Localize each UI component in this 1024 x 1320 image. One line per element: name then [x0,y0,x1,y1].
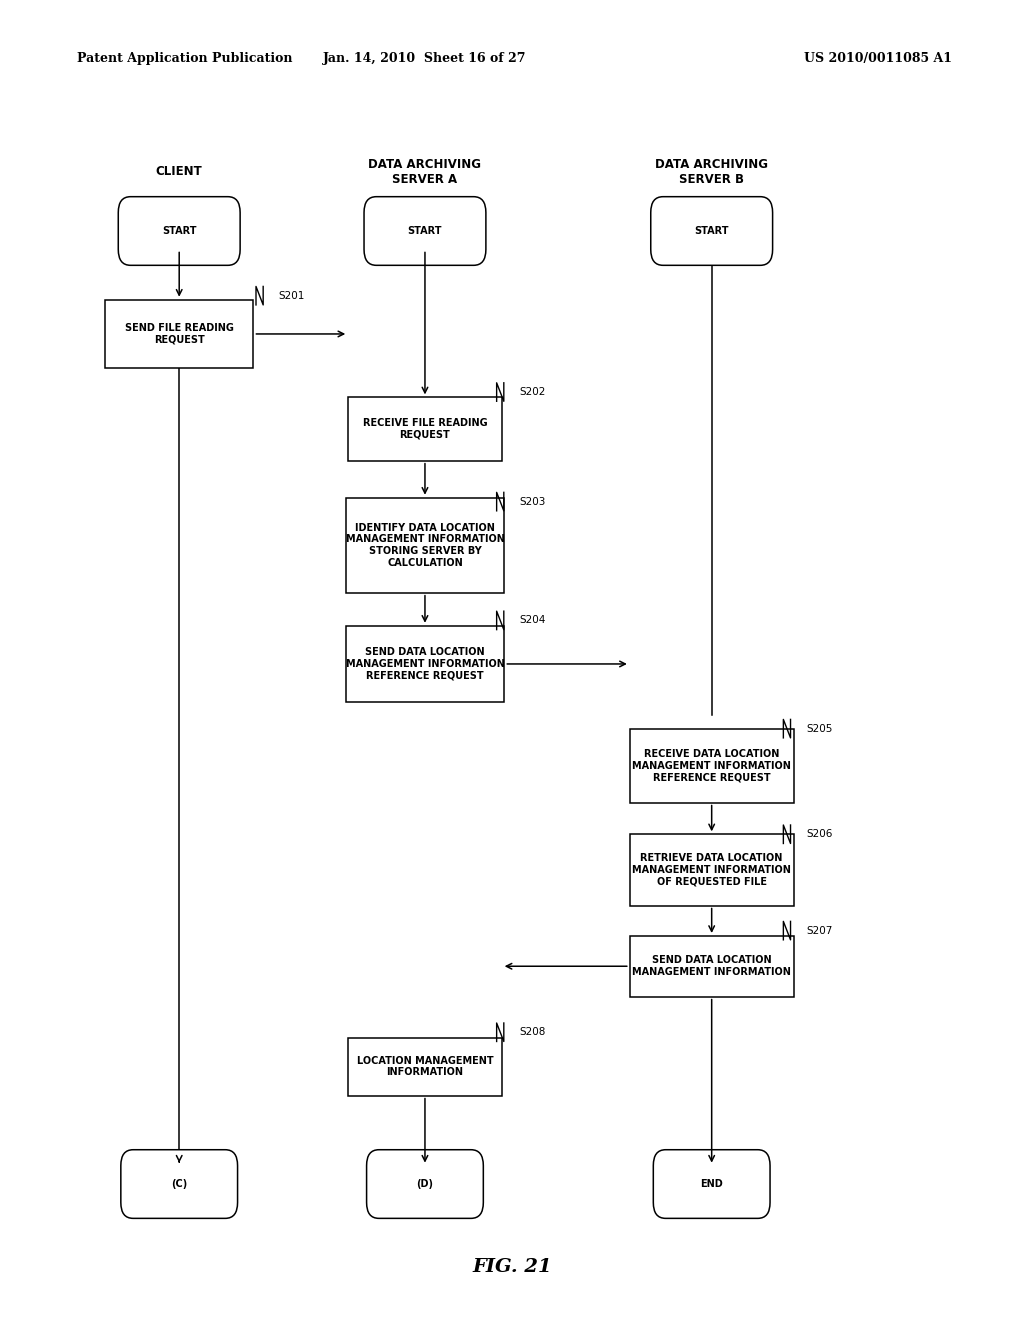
Text: SEND DATA LOCATION
MANAGEMENT INFORMATION: SEND DATA LOCATION MANAGEMENT INFORMATIO… [632,956,792,977]
Text: DATA ARCHIVING
SERVER A: DATA ARCHIVING SERVER A [369,157,481,186]
FancyBboxPatch shape [345,498,504,593]
Text: Patent Application Publication: Patent Application Publication [77,51,292,65]
Text: S202: S202 [519,387,546,397]
Text: S204: S204 [519,615,546,626]
Text: S208: S208 [519,1027,546,1038]
FancyBboxPatch shape [119,197,240,265]
Text: LOCATION MANAGEMENT
INFORMATION: LOCATION MANAGEMENT INFORMATION [356,1056,494,1077]
Text: END: END [700,1179,723,1189]
Text: S206: S206 [806,829,833,840]
FancyBboxPatch shape [104,300,254,368]
FancyBboxPatch shape [653,1150,770,1218]
Text: (C): (C) [171,1179,187,1189]
Text: DATA ARCHIVING
SERVER B: DATA ARCHIVING SERVER B [655,157,768,186]
Text: Jan. 14, 2010  Sheet 16 of 27: Jan. 14, 2010 Sheet 16 of 27 [324,51,526,65]
Text: RECEIVE FILE READING
REQUEST: RECEIVE FILE READING REQUEST [362,418,487,440]
Text: START: START [408,226,442,236]
Text: SEND DATA LOCATION
MANAGEMENT INFORMATION
REFERENCE REQUEST: SEND DATA LOCATION MANAGEMENT INFORMATIO… [345,647,505,681]
Text: START: START [162,226,197,236]
Text: IDENTIFY DATA LOCATION
MANAGEMENT INFORMATION
STORING SERVER BY
CALCULATION: IDENTIFY DATA LOCATION MANAGEMENT INFORM… [345,523,505,568]
FancyBboxPatch shape [630,729,794,803]
FancyBboxPatch shape [630,834,794,906]
Text: S207: S207 [806,925,833,936]
FancyBboxPatch shape [630,936,794,997]
Text: (D): (D) [417,1179,433,1189]
Text: START: START [694,226,729,236]
FancyBboxPatch shape [651,197,772,265]
Text: US 2010/0011085 A1: US 2010/0011085 A1 [804,51,952,65]
FancyBboxPatch shape [345,626,504,702]
FancyBboxPatch shape [365,197,485,265]
Text: S201: S201 [279,290,305,301]
Text: SEND FILE READING
REQUEST: SEND FILE READING REQUEST [125,323,233,345]
FancyBboxPatch shape [348,397,502,461]
FancyBboxPatch shape [367,1150,483,1218]
Text: RETRIEVE DATA LOCATION
MANAGEMENT INFORMATION
OF REQUESTED FILE: RETRIEVE DATA LOCATION MANAGEMENT INFORM… [632,853,792,887]
Text: S203: S203 [519,496,546,507]
FancyBboxPatch shape [121,1150,238,1218]
Text: FIG. 21: FIG. 21 [472,1258,552,1276]
FancyBboxPatch shape [348,1038,502,1096]
Text: RECEIVE DATA LOCATION
MANAGEMENT INFORMATION
REFERENCE REQUEST: RECEIVE DATA LOCATION MANAGEMENT INFORMA… [632,748,792,783]
Text: S205: S205 [806,723,833,734]
Text: CLIENT: CLIENT [156,165,203,178]
